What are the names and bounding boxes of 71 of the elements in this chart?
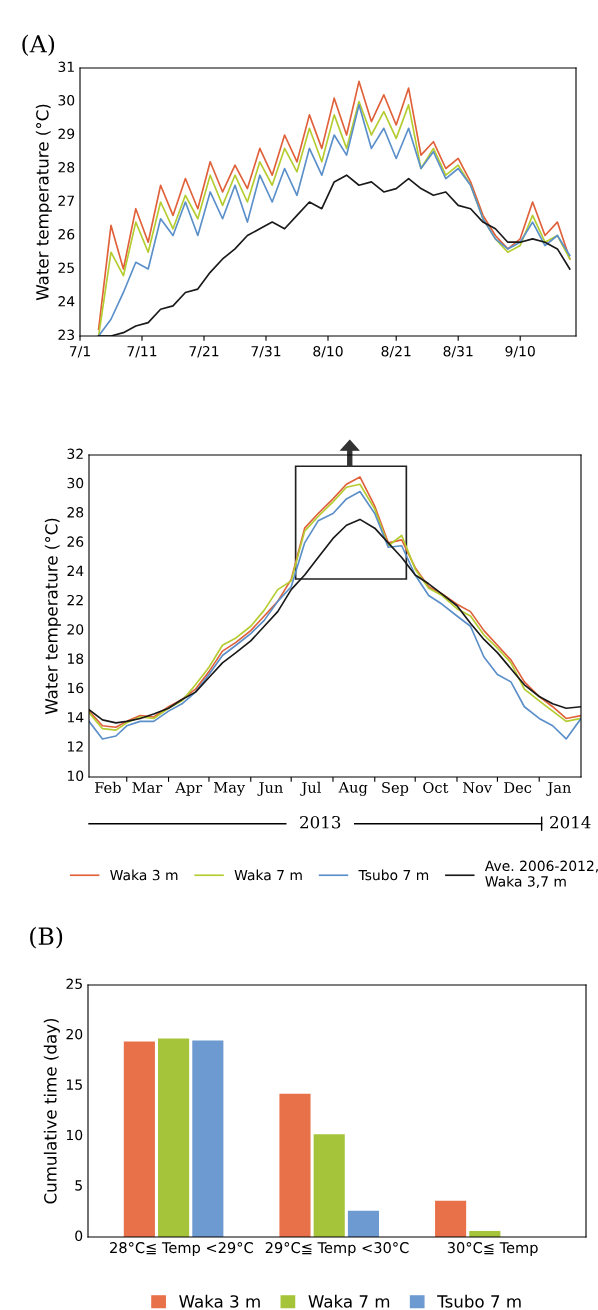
x-tick-label: Mar — [132, 782, 163, 794]
y-tick-label: 24 — [58, 296, 75, 307]
x-tick-label: Jun — [257, 782, 283, 796]
bar — [347, 1210, 380, 1237]
x-tick-label: Jan — [546, 782, 571, 796]
y-tick-label: 0 — [75, 1230, 83, 1242]
y-tick-label: 28 — [58, 162, 75, 173]
y-tick-label: 25 — [58, 262, 74, 274]
y-tick-label: 23 — [58, 329, 75, 341]
chart-title: (A) — [22, 34, 55, 57]
x-tick-label: 7/31 — [251, 345, 281, 358]
x-tick-label: 8/21 — [381, 345, 411, 358]
x-tick-label: 9/10 — [505, 345, 535, 358]
y-tick-label: 32 — [67, 448, 83, 460]
y-tick-label: 26 — [58, 229, 75, 240]
bar — [435, 1200, 467, 1237]
y-tick-label: 10 — [67, 770, 84, 782]
legend-label: Waka 3 m — [110, 869, 178, 881]
y-tick-label: 15 — [66, 1079, 82, 1090]
bar — [192, 1040, 224, 1237]
chart-title: (B) — [30, 926, 63, 949]
x-tick-label: Sep — [382, 781, 409, 796]
y-tick-label: 26 — [67, 536, 84, 547]
legend-label: Waka 3 m — [179, 1294, 260, 1308]
x-tick-label: 8/31 — [443, 345, 473, 358]
y-tick-label: 14 — [67, 712, 84, 723]
y-tick-label: 31 — [58, 61, 74, 73]
y-tick-label: 16 — [67, 682, 84, 694]
legend-label: Tsubo 7 m — [437, 1294, 521, 1308]
legend-label: Tsubo 7 m — [358, 869, 429, 881]
y-axis-title: Water temperature (°C) — [44, 518, 61, 715]
x-tick-label: Feb — [95, 781, 121, 794]
y-tick-label: 27 — [58, 195, 74, 206]
x-tick-label: May — [213, 781, 246, 796]
y-tick-label: 20 — [66, 1028, 83, 1040]
y-axis-title: Cumulative time (day) — [43, 1018, 60, 1204]
y-tick-label: 20 — [67, 624, 84, 635]
bar — [313, 1134, 345, 1237]
y-tick-label: 30 — [67, 477, 84, 489]
y-tick-label: 5 — [75, 1180, 82, 1191]
x-tick-label: Aug — [338, 781, 368, 796]
x-tick-label: Apr — [175, 782, 203, 796]
legend-label: Waka 7 m — [308, 1294, 390, 1308]
y-tick-label: 28 — [67, 507, 84, 518]
x-tick-label: 30°C≦ Temp — [447, 1242, 538, 1256]
y-tick-label: 24 — [67, 565, 84, 576]
x-tick-label: Jul — [300, 781, 321, 796]
bar — [123, 1041, 155, 1237]
y-tick-label: 25 — [66, 978, 82, 990]
y-tick-label: 22 — [67, 594, 83, 606]
y-tick-label: 18 — [67, 653, 84, 664]
x-tick-label: 7/11 — [127, 346, 157, 358]
x-tick-label: 7/1 — [69, 346, 90, 358]
y-tick-label: 10 — [66, 1129, 83, 1141]
text: 2014 — [550, 815, 591, 829]
x-tick-label: Dec — [504, 782, 532, 794]
bar — [158, 1038, 190, 1237]
y-tick-label: 29 — [58, 128, 75, 140]
bar — [279, 1093, 311, 1237]
legend-label: Ave. 2006-2012, Waka 3,7 m — [484, 860, 598, 889]
y-tick-label: 30 — [58, 95, 75, 106]
x-tick-label: 28°C≦ Temp <29°C — [110, 1242, 253, 1256]
y-tick-label: 12 — [67, 741, 83, 752]
x-tick-label: 8/10 — [313, 345, 343, 358]
text: 2013 — [300, 815, 341, 829]
x-tick-label: Oct — [423, 781, 449, 794]
y-axis-title: Water temperature (°C) — [35, 104, 52, 301]
x-tick-label: Nov — [463, 782, 493, 794]
x-tick-label: 29°C≦ Temp <30°C — [265, 1242, 409, 1256]
legend-label: Waka 7 m — [234, 869, 302, 881]
x-tick-label: 7/21 — [189, 345, 219, 358]
